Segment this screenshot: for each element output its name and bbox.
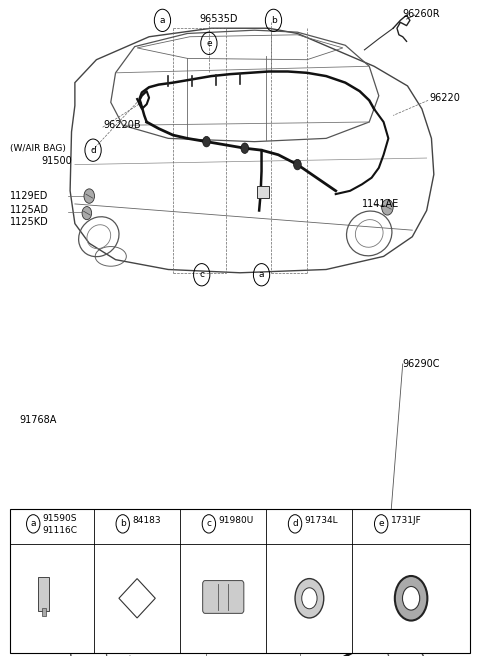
Circle shape [203, 137, 210, 147]
Text: 1125KD: 1125KD [10, 217, 49, 227]
Circle shape [382, 199, 393, 215]
Text: 1129ED: 1129ED [10, 191, 48, 201]
Circle shape [82, 206, 92, 219]
Bar [10, 509, 470, 653]
Bar [42, 608, 47, 616]
Text: 96220: 96220 [429, 93, 460, 102]
Text: (W/AIR BAG): (W/AIR BAG) [10, 144, 66, 152]
Circle shape [84, 189, 95, 203]
Text: 1125AD: 1125AD [10, 206, 49, 215]
Text: 1731JF: 1731JF [391, 516, 421, 525]
Text: d: d [90, 146, 96, 154]
Text: 91500: 91500 [41, 156, 72, 166]
Circle shape [395, 576, 427, 621]
Text: 91116C: 91116C [43, 526, 78, 535]
Text: 96220B: 96220B [104, 120, 141, 130]
Circle shape [241, 143, 249, 154]
Text: c: c [206, 520, 211, 528]
FancyBboxPatch shape [38, 578, 49, 612]
Text: a: a [259, 270, 264, 279]
Text: 1141AE: 1141AE [362, 199, 399, 209]
Text: 96535D: 96535D [199, 14, 238, 24]
FancyBboxPatch shape [203, 581, 244, 614]
Text: d: d [292, 520, 298, 528]
Text: 91590S: 91590S [43, 514, 77, 523]
Text: 84183: 84183 [132, 516, 161, 525]
Text: 91768A: 91768A [20, 415, 57, 425]
Text: b: b [120, 520, 126, 528]
Circle shape [295, 579, 324, 618]
Text: e: e [206, 39, 212, 48]
Text: 91734L: 91734L [305, 516, 338, 525]
Circle shape [302, 588, 317, 609]
Bar [257, 186, 269, 198]
Text: c: c [199, 270, 204, 279]
Text: a: a [31, 520, 36, 528]
Text: 96260R: 96260R [403, 9, 440, 19]
Text: 96290C: 96290C [403, 359, 440, 369]
Text: b: b [271, 16, 276, 25]
Text: a: a [160, 16, 165, 25]
Circle shape [403, 587, 420, 610]
Text: e: e [378, 520, 384, 528]
Text: 91980U: 91980U [218, 516, 254, 525]
Circle shape [294, 160, 301, 170]
